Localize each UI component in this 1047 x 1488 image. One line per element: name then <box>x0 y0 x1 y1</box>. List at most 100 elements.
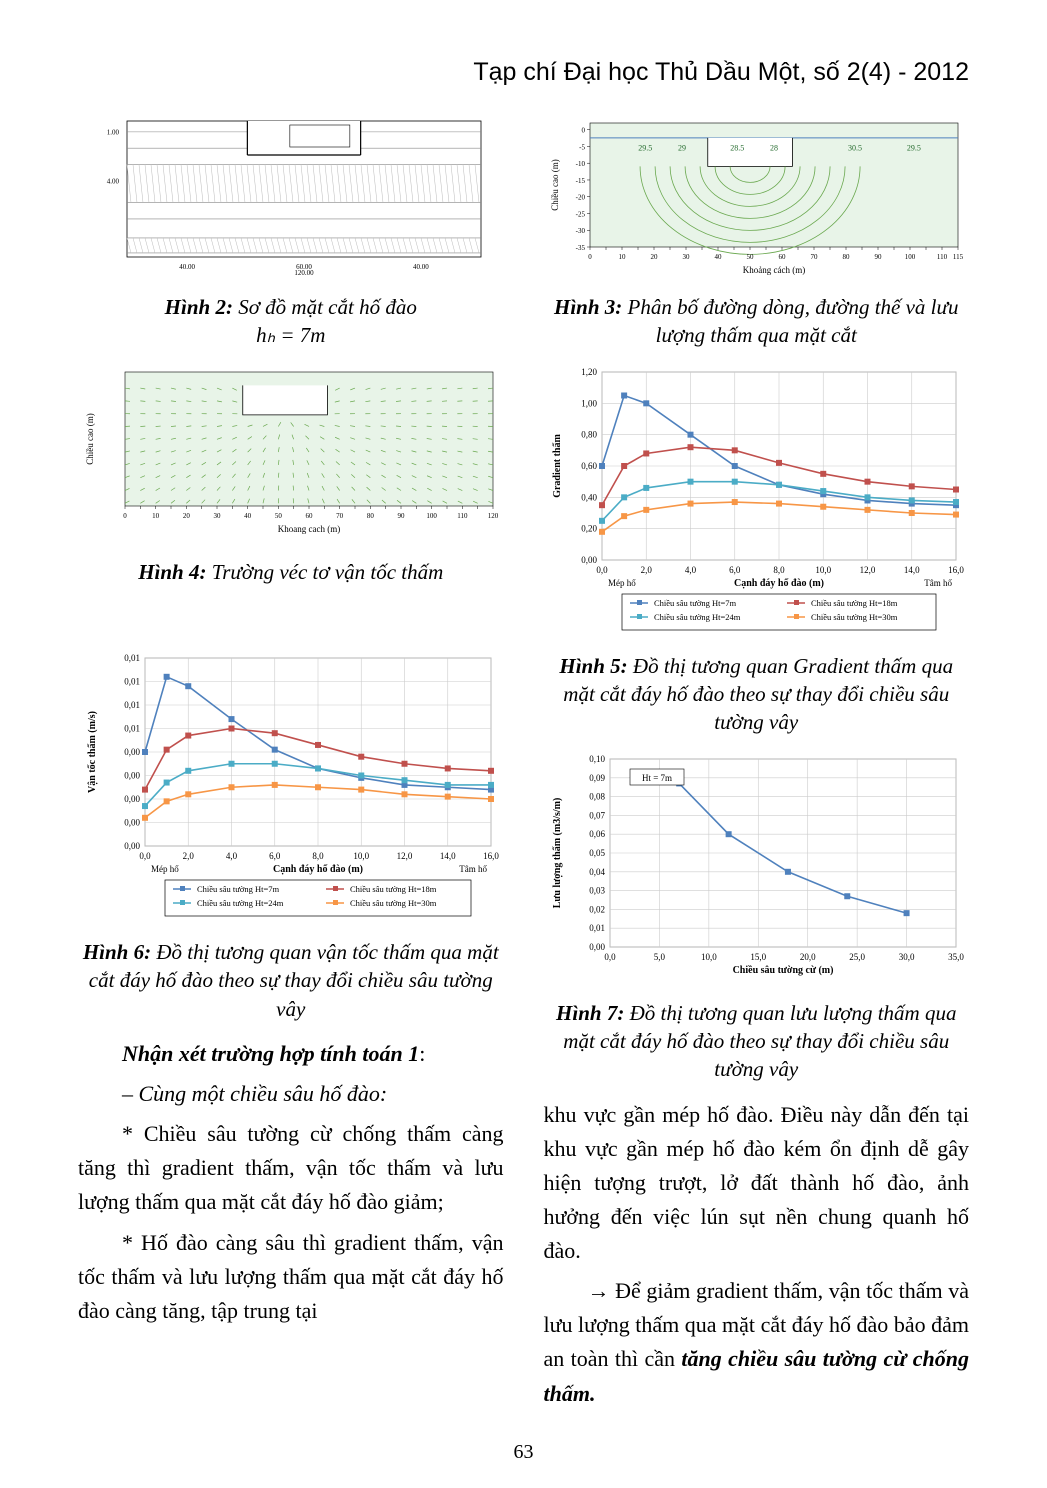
svg-text:2,0: 2,0 <box>182 851 194 861</box>
svg-text:Tâm hố: Tâm hố <box>925 578 953 588</box>
svg-text:4.00: 4.00 <box>107 178 120 186</box>
fig5-label: Hình 5: <box>559 654 627 678</box>
svg-text:80: 80 <box>843 253 851 261</box>
fig6-text: Đồ thị tương quan vận tốc thấm qua mặt c… <box>89 940 499 1021</box>
svg-text:Lưu lượng thấm (m3/s/m): Lưu lượng thấm (m3/s/m) <box>552 797 563 908</box>
svg-text:6,0: 6,0 <box>269 851 281 861</box>
svg-text:Chiều sâu tường Ht=7m: Chiều sâu tường Ht=7m <box>654 598 737 608</box>
para1: * Chiều sâu tường cừ chống thấm càng tăn… <box>78 1117 504 1219</box>
svg-text:20: 20 <box>651 253 659 261</box>
svg-text:Mép hố: Mép hố <box>151 864 179 874</box>
fig3-caption: Hình 3: Phân bố đường dòng, đường thế và… <box>544 293 970 350</box>
fig3: 29.52928.52830.529.501020304050607080901… <box>544 115 970 275</box>
svg-text:0,00: 0,00 <box>582 555 598 565</box>
fig2-math: hₕ = 7m <box>256 323 325 347</box>
svg-text:0,06: 0,06 <box>590 829 606 839</box>
svg-text:0,01: 0,01 <box>124 653 140 663</box>
fig7-label: Hình 7: <box>556 1001 624 1025</box>
svg-text:1,00: 1,00 <box>582 398 598 408</box>
svg-text:40.00: 40.00 <box>413 263 429 271</box>
svg-text:50: 50 <box>275 512 283 520</box>
svg-text:40.00: 40.00 <box>179 263 195 271</box>
section-title: Nhận xét trường hợp tính toán 1 <box>122 1041 419 1066</box>
svg-text:0,60: 0,60 <box>582 461 598 471</box>
svg-text:12,0: 12,0 <box>860 565 876 575</box>
fig2-svg: 1.004.0040.0060.0040.00120.00 <box>91 115 491 275</box>
svg-text:0,80: 0,80 <box>582 429 598 439</box>
fig6-label: Hình 6: <box>83 940 151 964</box>
fig4-caption: Hình 4: Trường véc tơ vận tốc thấm <box>78 558 504 586</box>
para2: * Hố đào càng sâu thì gradient thấm, vận… <box>78 1226 504 1328</box>
svg-text:Chiều cao (m): Chiều cao (m) <box>85 413 95 464</box>
svg-text:Chiều sâu tường Ht=30m: Chiều sâu tường Ht=30m <box>811 612 898 622</box>
svg-text:115: 115 <box>953 253 964 261</box>
svg-text:Chiều cao (m): Chiều cao (m) <box>550 159 560 210</box>
svg-text:1,20: 1,20 <box>582 367 598 377</box>
analysis-right: khu vực gần mép hố đào. Điều này dẫn đến… <box>544 1098 970 1411</box>
svg-text:Tâm hố: Tâm hố <box>459 864 487 874</box>
fig2-text: Sơ đồ mặt cắt hố đào <box>238 295 417 319</box>
svg-text:29.5: 29.5 <box>638 143 652 152</box>
fig4-label: Hình 4: <box>138 560 206 584</box>
svg-text:28: 28 <box>770 143 778 152</box>
svg-text:0: 0 <box>582 127 586 135</box>
svg-text:-35: -35 <box>576 244 586 252</box>
svg-text:120: 120 <box>488 512 499 520</box>
svg-text:4,0: 4,0 <box>226 851 238 861</box>
svg-text:60: 60 <box>779 253 787 261</box>
fig2-label: Hình 2: <box>165 295 233 319</box>
svg-text:120.00: 120.00 <box>294 269 314 275</box>
svg-text:25,0: 25,0 <box>850 952 866 962</box>
svg-text:-20: -20 <box>576 194 586 202</box>
para4: → Để giảm gradient thấm, vận tốc thấm và… <box>544 1274 970 1410</box>
svg-text:0,0: 0,0 <box>597 565 609 575</box>
svg-text:10: 10 <box>152 512 160 520</box>
svg-text:0,04: 0,04 <box>590 867 606 877</box>
page-header: Tạp chí Đại học Thủ Dầu Một, số 2(4) - 2… <box>78 58 969 87</box>
fig7-caption: Hình 7: Đồ thị tương quan lưu lượng thấm… <box>544 999 970 1084</box>
svg-text:0,10: 0,10 <box>590 754 606 764</box>
svg-text:110: 110 <box>937 253 948 261</box>
svg-text:Chiều sâu tường Ht=18m: Chiều sâu tường Ht=18m <box>350 884 437 894</box>
svg-text:8,0: 8,0 <box>312 851 324 861</box>
svg-text:90: 90 <box>875 253 883 261</box>
svg-text:100: 100 <box>905 253 916 261</box>
svg-text:0,00: 0,00 <box>124 747 140 757</box>
right-column: 29.52928.52830.529.501020304050607080901… <box>544 115 970 1417</box>
svg-text:Cạnh đáy hố đào (m): Cạnh đáy hố đào (m) <box>734 578 824 589</box>
svg-text:1.00: 1.00 <box>107 129 120 137</box>
svg-text:16,0: 16,0 <box>948 565 964 575</box>
svg-text:12,0: 12,0 <box>396 851 412 861</box>
svg-text:-25: -25 <box>576 210 586 218</box>
svg-text:16,0: 16,0 <box>483 851 499 861</box>
fig6-svg: 0,000,000,000,000,000,010,010,010,010,02… <box>81 650 501 920</box>
svg-text:29: 29 <box>678 143 686 152</box>
svg-text:10,0: 10,0 <box>353 851 369 861</box>
svg-text:0: 0 <box>123 512 127 520</box>
fig5-caption: Hình 5: Đồ thị tương quan Gradient thấm … <box>544 652 970 737</box>
svg-text:0,0: 0,0 <box>139 851 151 861</box>
svg-text:100: 100 <box>426 512 437 520</box>
svg-text:-5: -5 <box>579 143 585 151</box>
analysis-left: Nhận xét trường hợp tính toán 1: Cùng mộ… <box>78 1037 504 1328</box>
svg-text:0,20: 0,20 <box>582 523 598 533</box>
svg-text:4,0: 4,0 <box>685 565 697 575</box>
fig7: 0,000,010,020,030,040,050,060,070,080,09… <box>544 751 970 981</box>
svg-text:2,0: 2,0 <box>641 565 653 575</box>
fig6-caption: Hình 6: Đồ thị tương quan vận tốc thấm q… <box>78 938 504 1023</box>
svg-text:28.5: 28.5 <box>730 143 744 152</box>
svg-text:0,40: 0,40 <box>582 492 598 502</box>
svg-text:60: 60 <box>305 512 313 520</box>
svg-text:14,0: 14,0 <box>440 851 456 861</box>
svg-text:Ht = 7m: Ht = 7m <box>642 773 672 783</box>
svg-text:35,0: 35,0 <box>948 952 964 962</box>
para3: khu vực gần mép hố đào. Điều này dẫn đến… <box>544 1098 970 1268</box>
svg-text:10,0: 10,0 <box>816 565 832 575</box>
svg-text:0,09: 0,09 <box>590 773 606 783</box>
svg-text:Chiều sâu tường Ht=30m: Chiều sâu tường Ht=30m <box>350 898 437 908</box>
svg-text:110: 110 <box>457 512 468 520</box>
svg-text:0,01: 0,01 <box>124 724 140 734</box>
svg-text:-15: -15 <box>576 177 586 185</box>
svg-text:Chiều sâu tường Ht=18m: Chiều sâu tường Ht=18m <box>811 598 898 608</box>
svg-text:0,08: 0,08 <box>590 791 606 801</box>
